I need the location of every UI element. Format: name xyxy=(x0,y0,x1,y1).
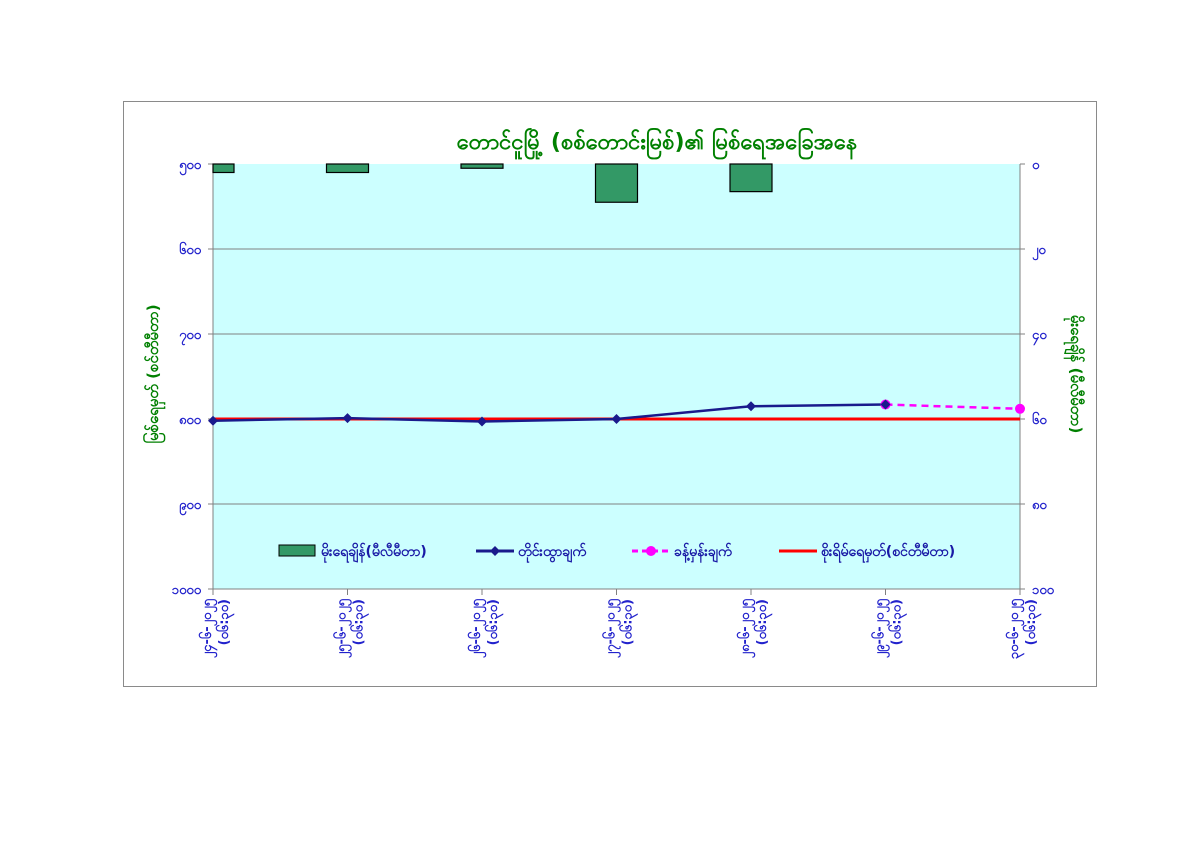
x-tick-time: (၀၆:၃၀) xyxy=(215,599,235,645)
x-tick-date: ၂၉-၆-၂၀၂၅ xyxy=(871,598,891,658)
legend-label: ခန့်မှန်းချက် xyxy=(674,543,733,563)
left-tick-label: ၈၀၀ xyxy=(179,413,202,428)
rainfall-bar xyxy=(325,163,370,174)
legend-label: မိုးရေချိန်(မီလီမီတာ) xyxy=(321,543,427,563)
left-tick-label: ၇၀၀ xyxy=(179,328,202,346)
x-tick-date: ၂၇-၆-၂၀၂၅ xyxy=(602,598,622,658)
forecast-point xyxy=(1015,403,1025,414)
plot-background xyxy=(213,164,1020,589)
left-tick-label: ၁၀၀၀ xyxy=(172,583,202,598)
x-tick-label: ၂၇-၆-၂၀၂၅ (၀၆:၃၀) xyxy=(602,598,639,658)
legend: မိုးရေချိန်(မီလီမီတာ) တိုင်းထွာချက် ခန့်မှ… xyxy=(278,543,955,563)
right-tick-label: ၂၀ xyxy=(1032,243,1046,261)
right-tick-label: ၁၀၀ xyxy=(1032,583,1055,598)
legend-marker-diamond xyxy=(490,546,500,556)
x-tick-time: (၀၆:၃၀) xyxy=(753,599,773,645)
legend-label: စိုးရိမ်ရေမှတ်(စင်တီမီတာ) xyxy=(821,543,955,563)
observed-point xyxy=(746,401,756,412)
x-tick-date: ၂၄-၆-၂၀၂၅ xyxy=(198,598,218,658)
left-axis-title: မြစ်ရေမှတ် (စင်တီမီတာ) xyxy=(142,304,166,443)
right-tick-label: ၀ xyxy=(1032,158,1040,173)
x-tick-label: ၂၉-၆-၂၀၂၅ (၀၆:၃၀) xyxy=(871,598,908,658)
forecast-line xyxy=(885,403,1021,411)
rainfall-bar xyxy=(594,163,639,203)
x-tick-date: ၂၅-၆-၂၀၂၅ xyxy=(333,598,353,658)
x-tick-time: (၀၆:၃၀) xyxy=(484,599,504,645)
right-axis-title: မိုးရေချိန် (မီလီမီတာ) xyxy=(1063,315,1086,434)
x-tick-time: (၀၆:၃၀) xyxy=(888,599,908,645)
left-tick-label: ၆၀၀ xyxy=(179,241,202,258)
observed-point xyxy=(880,399,891,410)
right-tick-label: ၈၀ xyxy=(1032,498,1047,513)
x-tick-time: (၀၆:၃၀) xyxy=(1022,599,1042,645)
x-tick-time: (၀၆:၃၀) xyxy=(619,599,639,645)
observed-point xyxy=(611,414,622,424)
observed-line xyxy=(212,403,886,423)
right-tick-label: ၄၀ xyxy=(1032,328,1047,346)
x-tick-label: ၃၀-၆-၂၀၂၅ (၀၆:၃၀) xyxy=(1005,598,1042,659)
chart-svg: တောင်ငူမြို့ (စစ်တောင်းမြစ်)၏ မြစ်ရေအခြေ… xyxy=(142,127,1086,659)
rainfall-bar xyxy=(729,163,773,193)
observed-point xyxy=(342,413,353,424)
x-tick-label: ၂၅-၆-၂၀၂၅ (၀၆:၃၀) xyxy=(333,598,370,658)
observed-point xyxy=(477,416,487,427)
x-tick-date: ၂၈-၆-၂၀၂၅ xyxy=(736,598,756,658)
legend-swatch-rainfall xyxy=(278,544,316,557)
chart-title: တောင်ငူမြို့ (စစ်တောင်းမြစ်)၏ မြစ်ရေအခြေ… xyxy=(457,127,857,160)
x-tick-label: ၂၆-၆-၂၀၂၅ (၀၆:၃၀) xyxy=(467,598,504,658)
right-tick-label: ၆၀ xyxy=(1032,411,1047,428)
x-tick-date: ၂၆-၆-၂၀၂၅ xyxy=(467,598,487,658)
legend-marker-circle xyxy=(646,546,656,556)
x-tick-label: ၂၄-၆-၂၀၂၅ (၀၆:၃၀) xyxy=(198,598,235,658)
x-tick-label: ၂၈-၆-၂၀၂၅ (၀၆:၃၀) xyxy=(736,598,773,658)
rainfall-bar xyxy=(460,163,504,169)
left-tick-label: ၉၀၀ xyxy=(179,498,202,516)
left-tick-label: ၅၀၀ xyxy=(179,158,202,176)
x-tick-date: ၃၀-၆-၂၀၂၅ xyxy=(1005,598,1025,659)
legend-label: တိုင်းထွာချက် xyxy=(518,543,587,563)
observed-point xyxy=(208,415,218,426)
x-tick-time: (၀၆:၃၀) xyxy=(350,599,370,645)
chart-frame: တောင်ငူမြို့ (စစ်တောင်းမြစ်)၏ မြစ်ရေအခြေ… xyxy=(123,101,1097,687)
rainfall-bar xyxy=(212,163,235,174)
